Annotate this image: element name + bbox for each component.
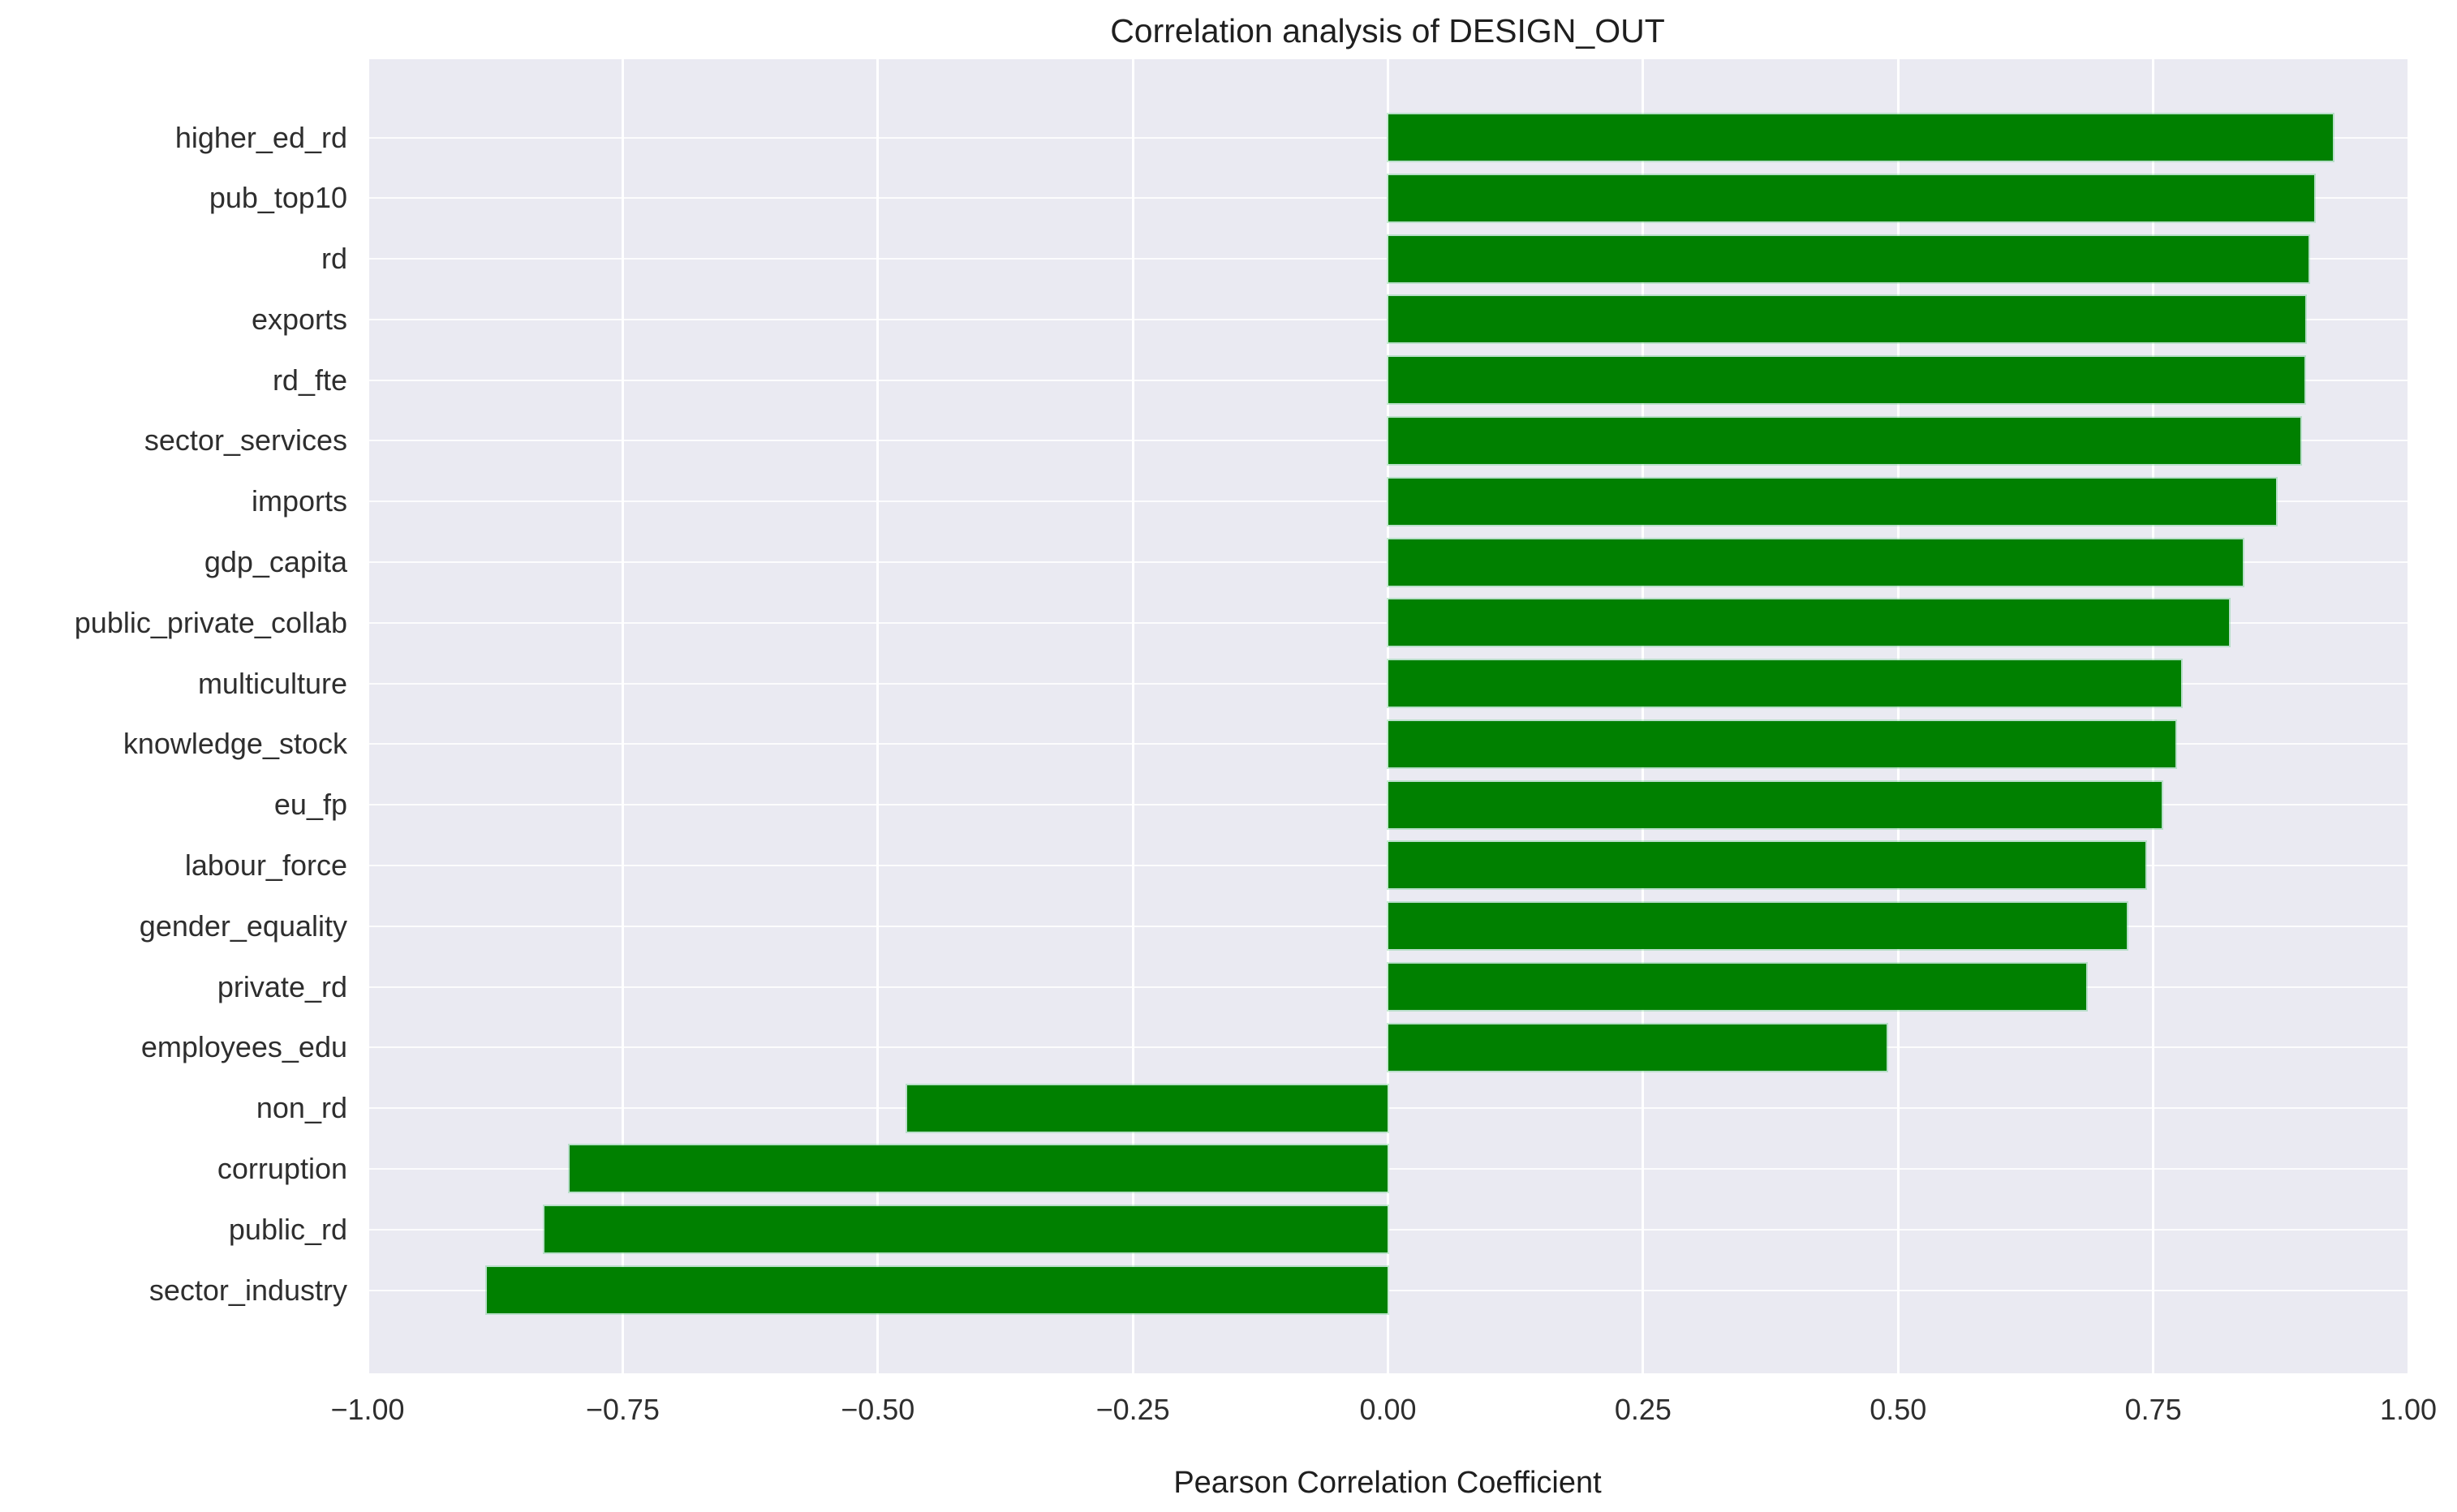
vertical-gridline [366,59,369,1373]
bar-pub_top10 [1388,174,2315,221]
y-tick-label-public_private_collab: public_private_collab [74,605,347,639]
horizontal-gridline [368,1167,2408,1170]
y-tick-label-higher_ed_rd: higher_ed_rd [174,120,347,154]
bar-corruption [569,1145,1388,1192]
y-tick-label-rd: rd [321,242,347,276]
x-tick-label: 0.00 [1359,1393,1417,1426]
horizontal-gridline [368,1289,2408,1291]
y-tick-label-gdp_capita: gdp_capita [204,545,347,579]
y-tick-label-sector_services: sector_services [144,423,347,457]
y-tick-label-gender_equality: gender_equality [139,908,347,943]
vertical-gridline [2407,59,2410,1373]
plot-area [366,59,2410,1373]
y-tick-label-pub_top10: pub_top10 [209,181,347,215]
bar-eu_fp [1388,781,2162,828]
vertical-gridline [2152,59,2155,1373]
bar-private_rd [1388,964,2086,1011]
bar-multiculture [1388,660,2181,707]
bar-rd_fte [1388,357,2304,404]
vertical-gridline [621,59,624,1373]
bar-labour_force [1388,842,2145,889]
y-tick-label-sector_industry: sector_industry [148,1273,347,1307]
x-tick-label: 1.00 [2379,1393,2438,1426]
bar-imports [1388,478,2276,525]
horizontal-gridline [368,1107,2408,1110]
bar-rd [1388,235,2309,282]
y-tick-label-knowledge_stock: knowledge_stock [123,727,347,761]
y-tick-label-employees_edu: employees_edu [140,1030,347,1064]
vertical-gridline [1131,59,1134,1373]
y-tick-label-exports: exports [251,302,347,336]
bar-exports [1388,296,2305,343]
y-tick-label-corruption: corruption [217,1151,347,1185]
x-axis-title: Pearson Correlation Coefficient [1173,1466,1602,1500]
x-tick-label: −0.50 [841,1393,915,1426]
bar-non_rd [907,1085,1388,1132]
chart-title: Correlation analysis of DESIGN_OUT [1110,12,1665,49]
horizontal-gridline [368,1228,2408,1231]
y-tick-label-rd_fte: rd_fte [272,363,347,397]
y-tick-label-private_rd: private_rd [217,969,347,1003]
x-tick-label: 0.25 [1614,1393,1672,1426]
y-tick-label-non_rd: non_rd [256,1091,347,1125]
bar-employees_edu [1388,1024,1887,1071]
bar-public_rd [544,1206,1388,1253]
bar-gender_equality [1388,903,2127,950]
x-tick-label: 0.50 [1870,1393,1927,1426]
vertical-gridline [1387,59,1389,1373]
y-tick-label-eu_fp: eu_fp [273,788,347,822]
bar-public_private_collab [1388,599,2229,646]
vertical-gridline [1642,59,1645,1373]
bar-knowledge_stock [1388,720,2176,767]
vertical-gridline [876,59,880,1373]
bar-sector_industry [487,1267,1388,1313]
y-tick-label-public_rd: public_rd [228,1212,347,1246]
bar-sector_services [1388,417,2300,464]
x-tick-label: −0.75 [585,1393,660,1426]
x-tick-label: −0.25 [1095,1393,1170,1426]
bar-higher_ed_rd [1388,114,2333,161]
bar-gdp_capita [1388,539,2244,586]
x-tick-label: −1.00 [330,1393,405,1426]
x-tick-label: 0.75 [2124,1393,2182,1426]
y-tick-label-imports: imports [251,484,347,518]
y-tick-label-multiculture: multiculture [197,666,347,700]
y-tick-label-labour_force: labour_force [184,848,347,882]
vertical-gridline [1896,59,1900,1373]
